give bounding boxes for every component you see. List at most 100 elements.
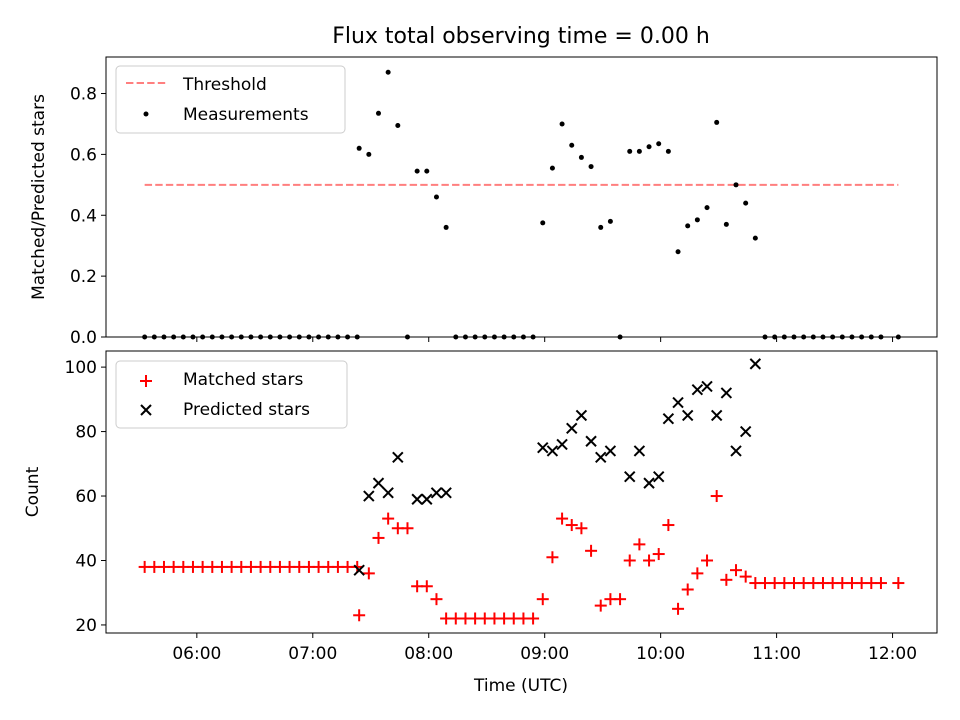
measurement-point [569,142,575,148]
top-ytick-label: 0.4 [70,206,97,226]
matched-star-point [594,599,607,612]
matched-star-point [546,551,559,564]
measurement-point [733,182,739,188]
predicted-star-point [749,358,762,370]
measurement-point [646,144,652,150]
matched-star-point [730,564,743,577]
matched-star-point [585,544,598,557]
top-ylabel: Matched/Predicted stars [29,94,49,300]
matched-star-point [874,577,887,590]
predicted-star-point [382,487,394,499]
measurement-point [607,218,613,224]
measurement-point [424,168,430,174]
legend-predicted-label: Predicted stars [183,400,310,420]
predicted-star-point [633,445,646,457]
measurement-point [714,119,720,125]
measurement-point [704,205,710,211]
legend-measurements-swatch [143,111,149,117]
matched-star-point [623,554,636,567]
measurement-point [549,165,555,171]
bottom-legend: Matched stars Predicted stars [115,360,348,429]
matched-star-point [691,567,704,580]
matched-star-point [565,519,578,532]
top-ytick-label: 0.8 [70,85,97,105]
predicted-star-point [681,409,694,422]
matched-star-point [633,538,646,551]
bottom-ytick-label: 100 [65,358,97,378]
bottom-xtick-label: 09:00 [520,644,569,664]
bottom-xlabel: Time (UTC) [473,676,568,696]
predicted-star-point [662,412,675,425]
predicted-star-point [595,451,607,464]
measurement-point [540,220,546,226]
predicted-star-point [701,380,713,393]
measurement-point [598,224,604,230]
predicted-star-point [546,445,559,457]
measurement-point [627,148,633,154]
predicted-star-point [643,477,655,489]
predicted-star-point [411,493,423,505]
predicted-star-point [575,409,588,422]
legend-matched-swatch [140,375,152,387]
measurement-point [375,110,381,116]
bottom-xtick-label: 12:00 [868,644,917,664]
matched-star-point [430,593,443,606]
matched-star-point [643,554,656,567]
matched-star-point [614,593,627,606]
measurement-point [656,141,662,147]
bottom-xtick-label: 11:00 [752,644,801,664]
measurement-point [356,145,362,151]
matched-star-point [536,593,549,606]
measurement-point [366,151,372,157]
predicted-star-point [372,477,385,489]
measurement-point [443,224,449,230]
measurement-point [414,168,420,174]
predicted-star-point [392,451,404,464]
measurement-point [636,148,642,154]
matched-star-point [401,522,414,535]
predicted-star-point [739,425,752,438]
measurement-point [694,217,700,223]
measurement-point [752,235,758,241]
bottom-ytick-label: 20 [75,616,97,636]
bottom-ylabel: Count [23,466,43,517]
bottom-ytick-label: 60 [75,487,97,507]
matched-star-point [892,577,905,590]
measurement-point [578,154,584,160]
predicted-star-point [730,445,742,457]
matched-star-point [701,554,714,567]
predicted-star-point [537,441,549,454]
matched-star-point [672,602,685,615]
matched-star-point [362,567,375,580]
predicted-star-point [430,487,443,499]
matched-star-point [739,570,752,583]
measurement-point [395,122,401,128]
predicted-star-point [672,396,684,409]
matched-star-point [681,583,694,596]
matched-star-point [662,519,675,532]
bottom-xtick-label: 07:00 [288,644,337,664]
top-ytick-label: 0.0 [70,328,97,348]
top-legend-box [115,65,346,134]
predicted-star-point [421,493,433,505]
top-ytick-label: 0.2 [70,267,97,287]
bottom-legend-box [115,360,348,429]
bottom-ytick-label: 40 [75,551,97,571]
legend-matched-label: Matched stars [183,370,303,390]
predicted-star-point [556,438,568,451]
top-legend: Threshold Measurements [115,65,346,134]
bottom-xtick-label: 10:00 [636,644,685,664]
predicted-star-point [720,387,733,399]
bottom-axes: 20 40 60 80 100 06:00 07:00 08:00 09:00 10:00 11:… [23,350,938,696]
matched-star-point [556,512,569,525]
measurement-point [433,194,439,200]
predicted-star-point [566,422,578,435]
predicted-star-point [710,409,723,422]
measurement-point [385,69,391,75]
measurement-point [743,200,749,206]
measurement-point [685,223,691,229]
legend-measurements-label: Measurements [183,105,309,125]
matched-star-point [372,531,385,544]
predicted-star-point [585,435,597,447]
